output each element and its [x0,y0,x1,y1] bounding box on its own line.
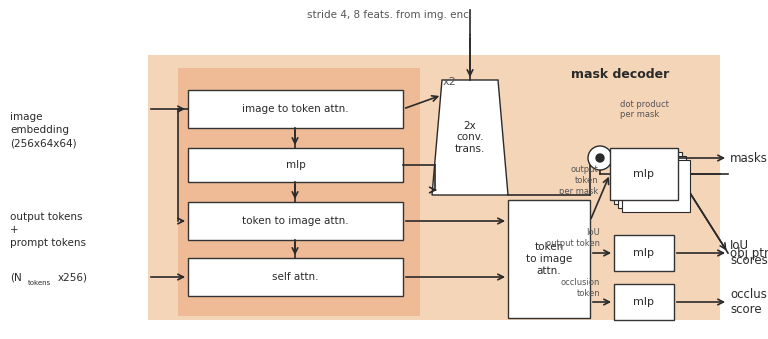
Bar [508,200,590,318]
Text: x256): x256) [58,273,88,283]
Bar [622,160,690,212]
Text: output
token
per mask: output token per mask [559,165,598,196]
Text: mlp: mlp [634,297,654,307]
Text: occlusion
token: occlusion token [561,278,600,298]
Bar [188,202,403,240]
Text: mlp: mlp [634,169,654,179]
Text: IoU
scores: IoU scores [730,239,768,267]
Text: mask decoder: mask decoder [571,68,669,81]
Bar [188,258,403,296]
Text: mlp: mlp [634,248,654,258]
Text: token to image attn.: token to image attn. [242,216,349,226]
Bar [614,235,674,271]
Bar [618,156,686,208]
Text: (N: (N [10,273,22,283]
Text: occlusion
score: occlusion score [730,288,768,316]
Bar [188,90,403,128]
Text: output tokens
+
prompt tokens: output tokens + prompt tokens [10,212,86,248]
Text: mlp: mlp [286,160,306,170]
Bar [148,55,570,320]
Text: tokens: tokens [28,280,51,286]
Text: token
to image
attn.: token to image attn. [526,242,572,276]
Text: dot product
per mask: dot product per mask [620,100,669,119]
Bar [614,284,674,320]
Circle shape [588,146,612,170]
Text: obj ptr: obj ptr [730,246,768,259]
Bar [188,148,403,182]
Circle shape [596,154,604,162]
Text: image to token attn.: image to token attn. [242,104,349,114]
Text: image
embedding
(256x64x64): image embedding (256x64x64) [10,112,77,148]
Bar [505,55,720,320]
Text: self attn.: self attn. [272,272,319,282]
Text: x2: x2 [443,77,457,87]
Text: IoU
output token: IoU output token [546,228,600,248]
Text: stride 4, 8 feats. from img. enc.: stride 4, 8 feats. from img. enc. [307,10,472,20]
Bar [610,148,678,200]
Polygon shape [432,80,508,195]
Text: masks: masks [730,152,768,164]
Bar [178,68,420,316]
Bar [614,152,682,204]
Text: 2x
conv.
trans.: 2x conv. trans. [455,121,485,154]
